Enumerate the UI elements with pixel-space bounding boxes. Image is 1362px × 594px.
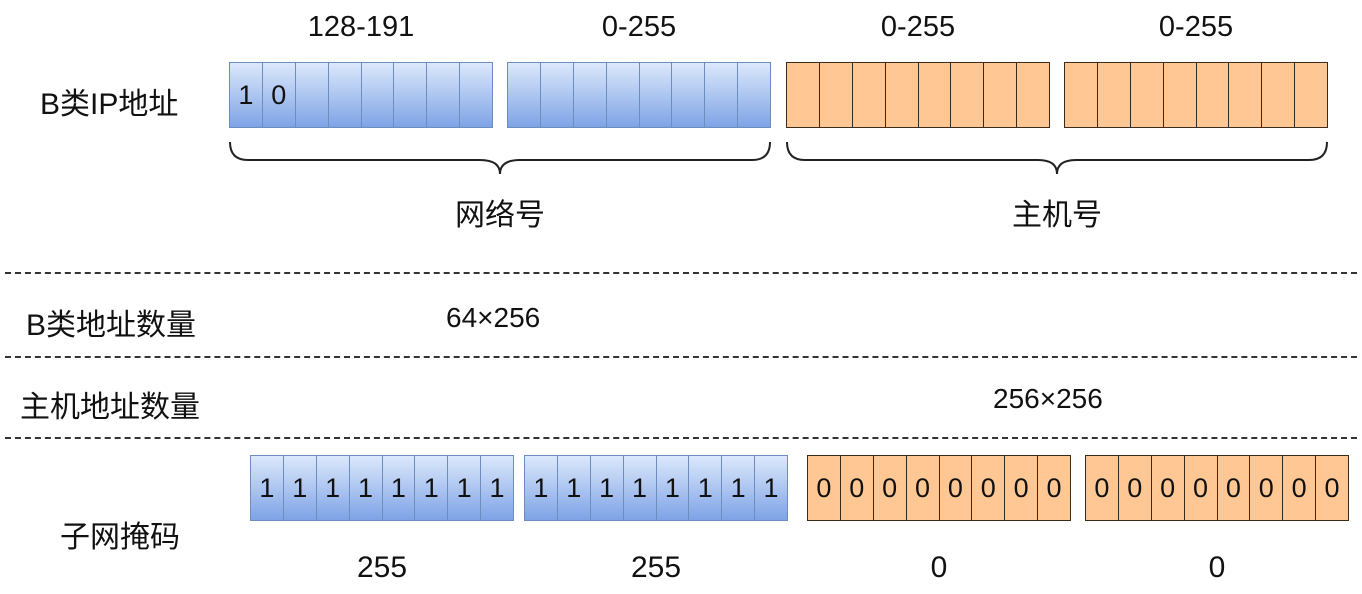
bit-cell: 0 <box>1046 472 1062 503</box>
bit-cell: 0 <box>972 456 1006 520</box>
separator <box>5 272 1357 274</box>
bit-cell: 0 <box>940 456 973 520</box>
bit-cell: 1 <box>558 456 591 520</box>
octet-1-range: 128-191 <box>307 11 415 43</box>
bit-cell: 1 <box>591 456 624 520</box>
bit-cell <box>394 63 428 127</box>
mask-octet-3: 0 0 0 0 0 0 0 0 <box>807 455 1071 521</box>
separator <box>5 437 1357 439</box>
mask-octet-2: 1 1 1 1 1 1 1 1 <box>524 455 788 521</box>
bit-cell: 0 <box>1086 456 1119 520</box>
subnet-mask-label: 子网掩码 <box>60 521 180 554</box>
bit-cell: 1 <box>230 63 263 127</box>
bit-cell: 0 <box>1152 456 1185 520</box>
bit-cell: 0 <box>1283 456 1317 520</box>
bit-cell: 0 <box>1185 456 1218 520</box>
bit-cell <box>427 63 461 127</box>
ip-row-label: B类IP地址 <box>40 88 179 121</box>
ip-octet-2 <box>507 62 771 128</box>
bit-cell: 0 <box>1324 472 1340 503</box>
bit-cell: 0 <box>1005 456 1039 520</box>
bit-cell: 1 <box>317 456 350 520</box>
octet-4-range: 0-255 <box>1158 11 1234 43</box>
separator <box>5 356 1357 358</box>
bit-cell: 1 <box>489 472 505 503</box>
host-count-value: 256×256 <box>993 383 1103 414</box>
octet-2-range: 0-255 <box>601 11 677 43</box>
bit-cell: 1 <box>722 456 756 520</box>
mask-octet-3-value: 0 <box>930 551 948 584</box>
bit-cell: 1 <box>448 456 482 520</box>
bit-cell <box>362 63 395 127</box>
mask-octet-2-value: 255 <box>630 551 682 584</box>
b-class-count-value: 64×256 <box>446 302 541 333</box>
bit-cell: 1 <box>415 456 449 520</box>
bit-cell: 0 <box>263 63 296 127</box>
bit-cell: 1 <box>525 456 558 520</box>
ip-octet-4 <box>1064 62 1328 128</box>
bit-cell: 1 <box>763 472 779 503</box>
bit-cell: 0 <box>1119 456 1152 520</box>
bit-cell: 1 <box>350 456 383 520</box>
bit-cell <box>296 63 329 127</box>
bit-cell: 1 <box>383 456 416 520</box>
bit-cell: 1 <box>689 456 723 520</box>
bit-cell: 1 <box>657 456 690 520</box>
mask-octet-4-value: 0 <box>1208 551 1226 584</box>
network-id-label: 网络号 <box>455 199 545 232</box>
octet-3-range: 0-255 <box>880 11 956 43</box>
bit-cell: 1 <box>284 456 317 520</box>
bit-cell: 0 <box>808 456 841 520</box>
host-id-label: 主机号 <box>1012 199 1102 232</box>
host-brace <box>786 141 1328 175</box>
network-brace <box>229 141 771 175</box>
bit-cell: 0 <box>1218 456 1251 520</box>
mask-octet-1: 1 1 1 1 1 1 1 1 <box>250 455 514 521</box>
ip-octet-1: 1 0 <box>229 62 493 128</box>
bit-cell: 0 <box>841 456 874 520</box>
mask-octet-4: 0 0 0 0 0 0 0 0 <box>1085 455 1349 521</box>
bit-cell: 0 <box>907 456 940 520</box>
host-count-label: 主机地址数量 <box>20 391 200 424</box>
ip-octet-3 <box>786 62 1050 128</box>
mask-octet-1-value: 255 <box>356 551 408 584</box>
bit-cell: 1 <box>251 456 284 520</box>
bit-cell: 1 <box>624 456 657 520</box>
b-class-count-label: B类地址数量 <box>26 309 197 342</box>
bit-cell: 0 <box>1250 456 1284 520</box>
bit-cell: 0 <box>874 456 907 520</box>
bit-cell <box>329 63 362 127</box>
braces <box>229 141 1328 175</box>
